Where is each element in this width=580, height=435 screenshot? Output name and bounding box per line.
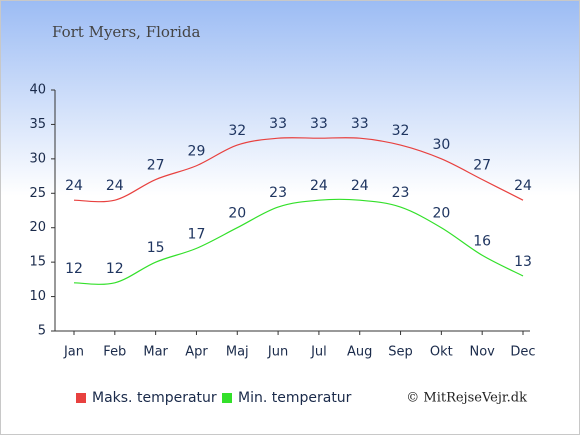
- data-label: 24: [310, 178, 328, 194]
- x-tick-label: Okt: [430, 345, 453, 360]
- data-label: 12: [106, 261, 124, 277]
- data-label: 20: [228, 206, 246, 222]
- y-tick-label: 15: [29, 255, 46, 270]
- y-tick-label: 10: [29, 289, 46, 304]
- data-label: 23: [269, 185, 287, 201]
- legend-swatch: [222, 393, 232, 403]
- data-label: 29: [188, 144, 206, 160]
- data-label: 33: [310, 116, 328, 132]
- data-label: 16: [473, 233, 491, 249]
- data-label: 33: [269, 116, 287, 132]
- x-tick-label: Nov: [469, 345, 495, 360]
- data-label: 27: [473, 158, 491, 174]
- x-tick-label: Aug: [347, 345, 372, 360]
- legend-swatch: [76, 393, 86, 403]
- legend-label: Min. temperatur: [238, 390, 352, 406]
- data-label: 20: [432, 206, 450, 222]
- data-label: 30: [432, 137, 450, 153]
- data-label: 24: [65, 178, 83, 194]
- y-tick-label: 20: [29, 220, 46, 235]
- data-label: 17: [188, 226, 206, 242]
- copyright: © MitRejseVejr.dk: [406, 391, 527, 406]
- data-label: 32: [392, 123, 410, 139]
- line: [73, 198, 524, 285]
- y-tick-label: 30: [29, 151, 46, 166]
- y-tick-label: 25: [29, 186, 46, 201]
- data-label: 24: [106, 178, 124, 194]
- data-label: 15: [147, 240, 165, 256]
- y-tick-label: 35: [29, 117, 46, 132]
- x-tick-label: Jan: [63, 345, 84, 360]
- x-tick-label: Feb: [103, 345, 126, 360]
- data-label: 24: [514, 178, 532, 194]
- data-label: 24: [351, 178, 369, 194]
- x-tick-label: Jun: [267, 345, 288, 360]
- data-label: 12: [65, 261, 83, 277]
- x-tick-label: Jul: [310, 345, 327, 360]
- x-tick-label: Apr: [185, 345, 208, 360]
- data-label: 13: [514, 254, 532, 270]
- y-tick-label: 40: [29, 83, 46, 98]
- chart-title: Fort Myers, Florida: [52, 23, 201, 41]
- line: [73, 137, 524, 203]
- data-label: 32: [228, 123, 246, 139]
- data-label: 23: [392, 185, 410, 201]
- y-tick-label: 5: [38, 324, 46, 339]
- x-tick-label: Mar: [143, 345, 168, 360]
- data-label: 33: [351, 116, 369, 132]
- x-tick-label: Sep: [388, 345, 413, 360]
- data-label: 27: [147, 158, 165, 174]
- legend-label: Maks. temperatur: [92, 390, 217, 406]
- x-tick-label: Dec: [510, 345, 535, 360]
- x-tick-label: Maj: [226, 345, 249, 360]
